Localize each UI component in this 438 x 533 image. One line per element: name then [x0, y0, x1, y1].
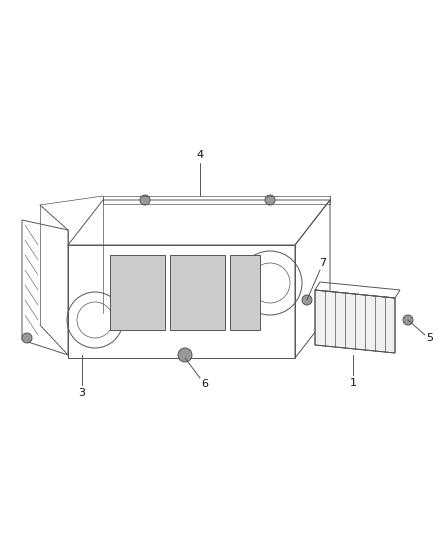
- Text: 1: 1: [350, 378, 357, 388]
- Text: 6: 6: [201, 379, 208, 389]
- Circle shape: [22, 333, 32, 343]
- Circle shape: [178, 348, 192, 362]
- Text: 3: 3: [78, 388, 85, 398]
- Text: 5: 5: [427, 333, 434, 343]
- Polygon shape: [110, 255, 165, 330]
- Polygon shape: [315, 290, 395, 353]
- Circle shape: [302, 295, 312, 305]
- Circle shape: [403, 315, 413, 325]
- Polygon shape: [230, 255, 260, 330]
- Text: 7: 7: [319, 258, 327, 268]
- Polygon shape: [170, 255, 225, 330]
- Circle shape: [140, 195, 150, 205]
- Circle shape: [265, 195, 275, 205]
- Text: 4: 4: [196, 150, 204, 160]
